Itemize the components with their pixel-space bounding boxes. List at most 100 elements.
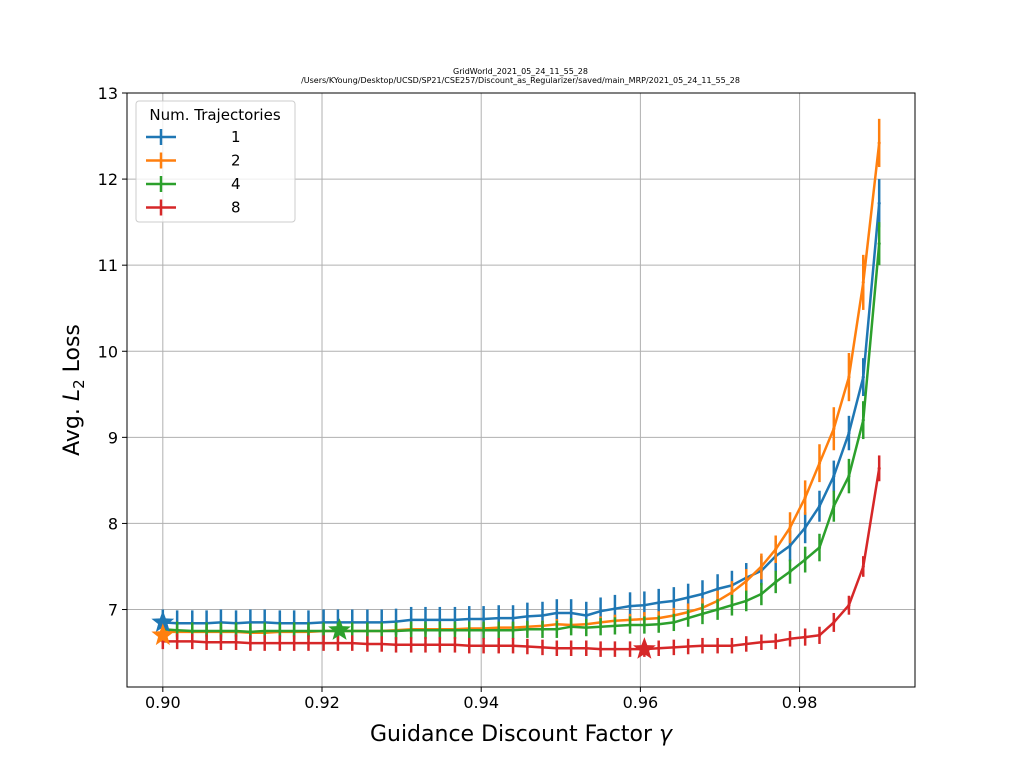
legend-entry-8: 8 [146,199,241,217]
data-point-1 [525,614,529,619]
data-point-8 [394,643,398,647]
data-point-4 [730,603,734,607]
data-point-8 [365,642,369,646]
data-point-2 [847,375,851,379]
legend-title: Num. Trajectories [149,106,280,124]
data-point-8 [817,633,822,637]
data-point-1 [613,607,617,611]
data-point-8 [481,644,486,648]
best-star-marker-4 [328,618,351,640]
data-point-4 [861,418,865,422]
data-point-4 [657,622,661,626]
data-point-4 [788,570,792,574]
series-line-4 [162,243,881,634]
data-point-1 [555,611,559,615]
data-point-1 [642,603,646,607]
x-tick-label: 0.98 [782,693,818,712]
data-point-1 [803,526,807,530]
y-tick-label: 8 [108,514,118,533]
data-point-4 [672,620,676,625]
data-point-8 [336,641,340,645]
x-tick-label: 0.90 [145,693,181,712]
data-point-4 [598,625,603,629]
best-star-marker-1 [151,610,175,633]
data-point-8 [555,646,559,650]
data-point-2 [730,590,734,594]
series-8 [161,455,881,657]
y-tick-label: 10 [98,342,118,361]
data-point-8 [788,637,792,641]
data-point-4 [555,627,559,631]
data-point-8 [759,640,763,644]
data-point-8 [438,643,442,647]
data-point-1 [569,611,573,615]
data-point-8 [409,643,413,647]
legend-label-2: 2 [231,152,241,170]
data-point-4 [453,628,457,632]
data-point-8 [877,466,881,470]
data-point-4 [803,557,807,562]
data-point-8 [511,644,515,648]
data-point-1 [248,620,252,625]
data-point-8 [380,642,384,646]
data-point-1 [628,604,632,608]
data-point-4 [847,474,851,478]
x-tick-label: 0.96 [623,693,659,712]
data-point-1 [481,617,486,621]
data-point-4 [642,623,646,627]
series-line-8 [162,468,881,651]
data-point-4 [292,629,296,633]
data-point-4 [774,580,778,584]
series-4 [161,222,881,641]
data-point-2 [803,496,807,500]
data-point-8 [730,644,734,648]
data-point-4 [394,629,398,633]
data-point-8 [306,641,311,645]
data-point-8 [847,603,851,607]
grid [127,92,915,687]
data-point-8 [803,635,807,639]
best-markers [151,610,656,659]
data-point-1 [672,599,676,603]
data-point-8 [598,647,603,651]
series-layer [161,118,881,657]
chart-title: GridWorld_2021_05_24_11_55_28 [453,67,588,76]
data-point-1 [700,592,705,596]
data-point-4 [365,629,369,633]
x-tick-label: 0.92 [304,693,340,712]
data-point-4 [204,629,209,633]
data-point-2 [817,461,822,465]
data-point-8 [700,644,705,648]
legend-entry-4: 4 [146,175,241,193]
data-point-8 [628,647,632,651]
data-point-8 [613,647,617,651]
data-point-4 [175,628,179,632]
data-point-4 [278,629,282,633]
data-point-4 [817,545,822,550]
data-point-8 [453,643,457,647]
data-point-4 [525,627,529,631]
data-point-1 [438,618,442,622]
data-point-4 [744,599,748,603]
y-tick-label: 7 [108,601,118,620]
data-point-1 [584,613,588,618]
data-point-4 [832,504,836,508]
data-point-1 [394,619,398,624]
y-tick-label: 9 [108,428,118,447]
data-point-4 [380,629,384,633]
data-point-2 [877,141,881,145]
data-point-4 [248,630,252,634]
data-point-1 [511,616,515,620]
data-point-4 [234,629,238,633]
data-point-1 [817,504,822,508]
data-point-8 [248,641,252,645]
legend-label-8: 8 [231,199,241,217]
data-point-8 [774,639,778,643]
y-axis-label: Avg. L2 Loss [60,324,88,456]
data-point-1 [788,544,792,548]
data-point-4 [511,628,515,632]
data-point-1 [598,609,603,613]
data-point-2 [774,547,778,551]
data-point-4 [686,616,690,620]
y-tick-label: 13 [98,84,118,103]
